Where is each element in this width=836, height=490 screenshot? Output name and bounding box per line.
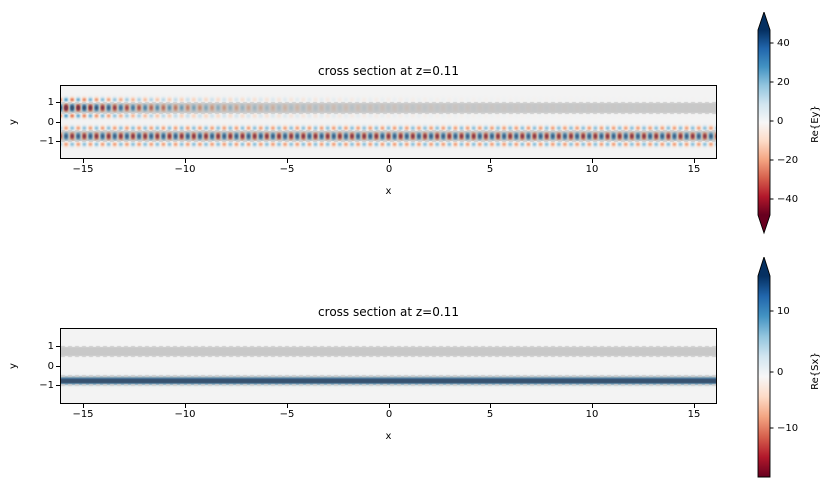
x-tick-label: −10 xyxy=(174,164,196,175)
colorbar-ey-lower-arrow xyxy=(758,215,770,233)
x-tick-label: 5 xyxy=(486,164,494,175)
y-tick xyxy=(56,366,60,367)
colorbar-sx-label: Re{Sx} xyxy=(810,352,821,390)
x-tick-label: 15 xyxy=(687,409,701,420)
y-tick xyxy=(56,122,60,123)
plot1-title: cross section at z=0.11 xyxy=(318,64,459,78)
cbar-tick-label: −40 xyxy=(777,194,799,205)
y-tick-label: 0 xyxy=(47,361,54,372)
x-tick xyxy=(83,159,84,163)
x-tick-label: 5 xyxy=(486,409,494,420)
x-tick xyxy=(83,404,84,408)
x-tick xyxy=(287,159,288,163)
x-tick xyxy=(389,404,390,408)
x-tick-label: 10 xyxy=(585,164,599,175)
cbar-tick-label: −20 xyxy=(777,155,799,166)
y-tick xyxy=(56,102,60,103)
x-tick-label: −5 xyxy=(279,409,295,420)
cbar-tick-label: 0 xyxy=(777,367,784,378)
cbar-tick-label: −10 xyxy=(777,423,799,434)
x-tick-label: −10 xyxy=(174,409,196,420)
x-tick xyxy=(490,159,491,163)
x-tick-label: −5 xyxy=(279,164,295,175)
x-tick xyxy=(694,159,695,163)
y-tick-label: 0 xyxy=(47,117,54,128)
x-tick-label: −15 xyxy=(72,164,94,175)
x-tick xyxy=(592,159,593,163)
x-tick xyxy=(389,159,390,163)
x-tick xyxy=(694,404,695,408)
x-tick-label: 10 xyxy=(585,409,599,420)
x-tick xyxy=(287,404,288,408)
x-tick xyxy=(592,404,593,408)
plot2-xlabel: x xyxy=(385,431,392,442)
colorbar-sx xyxy=(757,257,774,478)
y-tick xyxy=(56,141,60,142)
cbar-tick-label: 40 xyxy=(777,38,790,49)
colorbar-ey-gradient xyxy=(758,30,770,215)
plot2-ylabel: y xyxy=(8,363,19,369)
sx-heatmap xyxy=(61,329,716,403)
colorbar-ey-upper-arrow xyxy=(758,12,770,30)
x-tick xyxy=(490,404,491,408)
colorbar-ey-label: Re{Ey} xyxy=(810,105,821,143)
ey-heatmap xyxy=(61,86,716,158)
plot2-axes xyxy=(60,328,717,404)
x-tick-label: −15 xyxy=(72,409,94,420)
cbar-tick-label: 0 xyxy=(777,116,784,127)
colorbar-ey-outline xyxy=(757,12,771,235)
colorbar-sx-upper-arrow xyxy=(758,257,770,276)
colorbar-sx-outline xyxy=(757,257,771,478)
cbar-tick-label: 20 xyxy=(777,77,790,88)
x-tick-label: 15 xyxy=(687,164,701,175)
y-tick-label: 1 xyxy=(47,97,54,108)
plot1-ylabel: y xyxy=(8,119,19,125)
plot1-xlabel: x xyxy=(385,186,392,197)
colorbar-sx-gradient xyxy=(758,276,770,477)
plot2-title: cross section at z=0.11 xyxy=(318,305,459,319)
y-tick xyxy=(56,346,60,347)
x-tick xyxy=(185,404,186,408)
y-tick-label: −1 xyxy=(39,380,54,391)
plot1-axes xyxy=(60,85,717,159)
colorbar-ey xyxy=(757,12,774,235)
y-tick-label: 1 xyxy=(47,341,54,352)
y-tick xyxy=(56,385,60,386)
x-tick-label: 0 xyxy=(385,164,393,175)
x-tick xyxy=(185,159,186,163)
y-tick-label: −1 xyxy=(39,136,54,147)
x-tick-label: 0 xyxy=(385,409,393,420)
cbar-tick-label: 10 xyxy=(777,306,790,317)
